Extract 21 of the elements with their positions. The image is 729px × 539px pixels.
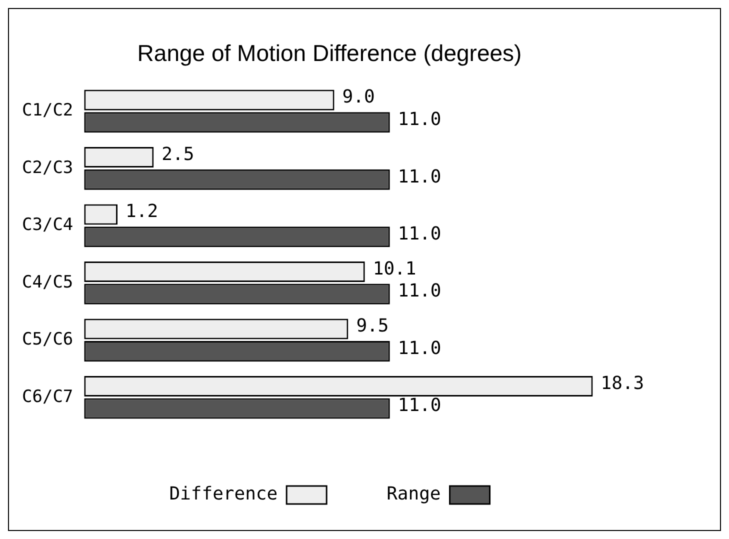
legend-label: Difference [169, 484, 278, 505]
y-tick-label: C1/C2 [22, 100, 74, 121]
y-tick-label: C3/C4 [22, 215, 74, 236]
data-label: 11.0 [398, 166, 442, 188]
data-label: 18.3 [600, 372, 644, 394]
data-label: 2.5 [162, 144, 194, 165]
y-tick-label: C6/C7 [22, 386, 74, 407]
data-label: 9.0 [342, 86, 375, 108]
data-label: 11.0 [398, 338, 442, 359]
data-label: 1.2 [126, 201, 158, 222]
y-tick-label: C4/C5 [22, 272, 74, 292]
data-label: 9.5 [356, 316, 389, 337]
data-label: 10.1 [372, 258, 416, 280]
data-label: 11.0 [398, 395, 442, 416]
chart-title: Range of Motion Difference (degrees) [137, 40, 522, 66]
legend-label: Range [386, 484, 441, 505]
data-label: 11.0 [398, 280, 442, 302]
y-tick-label: C2/C3 [22, 158, 74, 178]
y-tick-label: C5/C6 [22, 330, 74, 350]
data-label: 11.0 [398, 109, 442, 130]
data-label: 11.0 [398, 224, 442, 245]
